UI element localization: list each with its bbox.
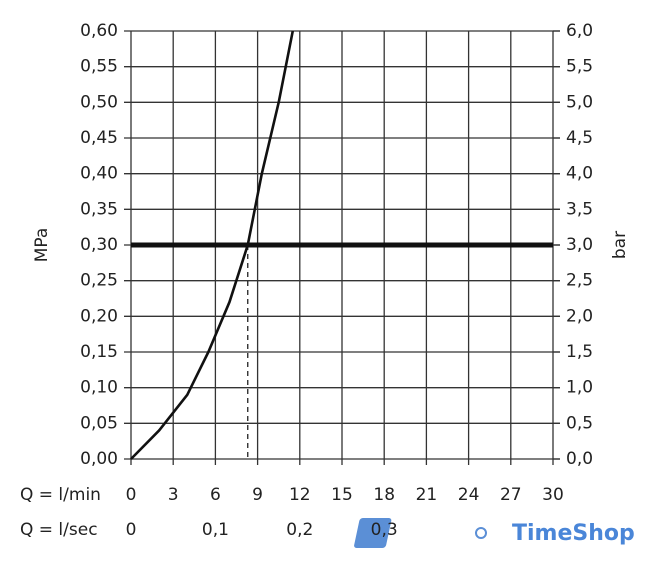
y-tick-label: 0,20	[80, 306, 118, 326]
y2-tick-label: 2,0	[566, 306, 593, 326]
curve	[130, 30, 295, 460]
y2-tick-label: 3,0	[566, 235, 593, 255]
x2-tick-label: 0,2	[286, 520, 313, 540]
y-tick-label: 0,40	[80, 164, 118, 184]
y-tick-label: 0,35	[80, 199, 118, 219]
y-tick-label: 0,10	[80, 378, 118, 398]
y-tick-label: 0,55	[80, 57, 118, 77]
x-tick-label: 18	[373, 485, 395, 505]
x-tick-label: 24	[458, 485, 480, 505]
x2-tick-label: 0,1	[202, 520, 229, 540]
y-axis-label: MPa	[32, 228, 52, 263]
y2-axis-label: bar	[610, 231, 630, 259]
watermark-icon	[354, 518, 489, 548]
x2-tick-label: 0	[126, 520, 137, 540]
x-tick-label: 21	[416, 485, 438, 505]
y2-tick-label: 6,0	[566, 21, 593, 41]
x-tick-label: 3	[168, 485, 179, 505]
y2-tick-label: 0,0	[566, 449, 593, 469]
y2-tick-label: 1,5	[566, 342, 593, 362]
watermark: TimeShop	[512, 521, 635, 546]
y2-tick-label: 2,5	[566, 271, 593, 291]
y-tick-label: 0,45	[80, 128, 118, 148]
x-tick-label: 27	[500, 485, 522, 505]
x-tick-label: 30	[542, 485, 564, 505]
y-tick-label: 0,00	[80, 449, 118, 469]
y2-tick-label: 4,5	[566, 128, 593, 148]
x2-tick-label: 0,3	[371, 520, 398, 540]
x-tick-label: 15	[331, 485, 353, 505]
y-tick-label: 0,15	[80, 342, 118, 362]
x-tick-label: 6	[210, 485, 221, 505]
y2-tick-label: 1,0	[566, 378, 593, 398]
y2-tick-label: 5,0	[566, 92, 593, 112]
y2-tick-label: 3,5	[566, 199, 593, 219]
y-tick-label: 0,30	[80, 235, 118, 255]
y2-tick-label: 5,5	[566, 57, 593, 77]
y-tick-label: 0,60	[80, 21, 118, 41]
x-tick-label: 0	[126, 485, 137, 505]
y2-tick-label: 0,5	[566, 413, 593, 433]
y2-tick-label: 4,0	[566, 164, 593, 184]
y-tick-label: 0,50	[80, 92, 118, 112]
x2-axis-label: Q = l/sec	[20, 520, 98, 540]
x-tick-label: 9	[252, 485, 263, 505]
x-axis-label: Q = l/min	[20, 485, 101, 505]
y-tick-label: 0,05	[80, 413, 118, 433]
y-tick-label: 0,25	[80, 271, 118, 291]
x-tick-label: 12	[289, 485, 311, 505]
